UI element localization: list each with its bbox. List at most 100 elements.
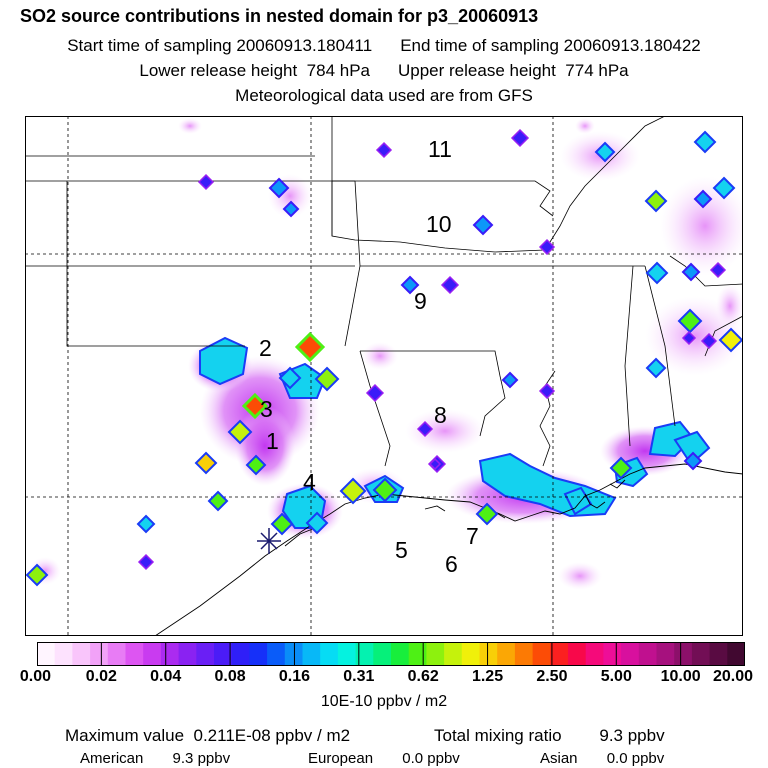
- european-label: European: [308, 750, 374, 767]
- color-scale-cell: [727, 642, 745, 666]
- color-scale-cell: [656, 642, 675, 666]
- color-scale-cell: [214, 642, 233, 666]
- color-scale-cell: [479, 642, 498, 666]
- color-scale-tick-label: 5.00: [600, 668, 632, 685]
- color-scale-tick-label: 1.25: [471, 668, 504, 685]
- total-mixing-label: Total mixing ratio: [434, 726, 562, 745]
- total-mixing-line: Total mixing ratio 9.3 ppbv: [434, 726, 665, 746]
- source-diamond: [440, 275, 460, 295]
- source-diamond: [305, 511, 329, 535]
- color-scale-cell: [674, 642, 693, 666]
- source-diamond: [375, 141, 393, 159]
- source-diamond: [700, 332, 718, 350]
- color-scale-units: 10E-10 ppbv / m2: [320, 693, 448, 710]
- chart-title: SO2 source contributions in nested domai…: [20, 6, 539, 26]
- lower-height-label: Lower release height: [139, 61, 298, 80]
- region-label-10: 10: [426, 211, 452, 237]
- color-scale-cell: [709, 642, 728, 666]
- start-time-label: Start time of sampling: [67, 36, 232, 55]
- region-label-1: 1: [266, 428, 279, 454]
- color-scale-cell: [72, 642, 91, 666]
- source-diamond: [137, 553, 155, 571]
- european-contribution: European 0.0 ppbv: [308, 750, 460, 767]
- color-scale-cell: [160, 642, 180, 666]
- source-diamond: [241, 392, 269, 420]
- color-scale-cell: [302, 642, 321, 666]
- asian-value: 0.0 ppbv: [606, 750, 665, 767]
- source-diamond: [365, 383, 385, 403]
- map-background: [25, 116, 743, 636]
- color-scale-cell: [391, 642, 410, 666]
- color-scale-bar: [37, 642, 745, 666]
- map-frame: [25, 116, 743, 636]
- color-scale-cell: [54, 642, 73, 666]
- source-diamond-max: [294, 331, 326, 363]
- american-contribution: American 9.3 ppbv: [80, 750, 230, 767]
- start-time-value: 20060913.180411: [236, 36, 373, 55]
- region-labels: 1 2 3 4 5 6 7 8 9 10 11: [259, 136, 479, 577]
- color-scale-cell: [107, 642, 126, 666]
- source-diamond: [609, 456, 633, 480]
- source-diamond: [683, 451, 703, 471]
- color-scale-tick-label: 10.00: [660, 668, 701, 685]
- color-scale-cell: [638, 642, 657, 666]
- source-diamond: [712, 176, 736, 200]
- source-diamond: [207, 490, 229, 512]
- end-time-label: End time of sampling: [400, 36, 559, 55]
- region-label-11: 11: [428, 136, 452, 162]
- color-scale-cell: [444, 642, 463, 666]
- total-mixing-value: 9.3 ppbv: [599, 726, 665, 745]
- color-scale-cell: [249, 642, 268, 666]
- color-scale-tick-label: 0.00: [19, 668, 52, 685]
- color-scale-cell: [603, 642, 622, 666]
- max-value: 0.211E-08 ppbv / m2: [193, 726, 351, 745]
- source-diamond: [416, 420, 434, 438]
- source-diamond: [282, 200, 300, 218]
- region-label-3: 3: [260, 396, 273, 422]
- color-scale-cell: [178, 642, 197, 666]
- region-label-6: 6: [445, 551, 458, 577]
- color-scale-cell: [497, 642, 516, 666]
- source-diamond: [538, 382, 556, 400]
- region-label-7: 7: [466, 523, 479, 549]
- source-diamond: [400, 275, 420, 295]
- lower-height-value: 784 hPa: [306, 61, 370, 80]
- source-diamond: [339, 477, 367, 505]
- source-diamond: [227, 419, 253, 445]
- state-boundaries: [25, 116, 743, 467]
- source-diamond: [510, 128, 530, 148]
- source-diamond: [270, 512, 294, 536]
- source-diamond: [314, 366, 340, 392]
- source-diamond: [693, 189, 713, 209]
- color-scale-cell: [426, 642, 445, 666]
- source-diamond: [645, 357, 667, 379]
- sampling-time-line: Start time of sampling 20060913.180411 En…: [0, 36, 768, 56]
- color-scale-cell: [267, 642, 286, 666]
- source-diamond: [25, 563, 49, 587]
- color-scale-cell: [621, 642, 640, 666]
- region-label-4: 4: [303, 469, 316, 495]
- color-scale-cell: [514, 642, 534, 666]
- region-label-5: 5: [395, 537, 408, 563]
- color-scale-cell: [585, 642, 604, 666]
- source-diamond: [428, 457, 442, 471]
- european-value: 0.0 ppbv: [402, 750, 460, 767]
- color-scale-cell: [355, 642, 374, 666]
- source-diamond: [472, 214, 494, 236]
- color-scale-cell: [337, 642, 357, 666]
- color-scale-tick-label: 0.62: [407, 668, 439, 685]
- source-diamond: [718, 327, 743, 353]
- lat-lon-grid: [25, 116, 743, 636]
- american-value: 9.3 ppbv: [172, 750, 231, 767]
- color-scale-cell: [231, 642, 250, 666]
- max-value-label: Maximum value: [65, 726, 185, 745]
- source-diamond: [268, 177, 290, 199]
- color-scale-cell: [196, 642, 215, 666]
- color-scale-tick-labels: 0.00 0.02 0.04 0.08 0.16 0.31 0.62 1.25 2.50 5.00…: [0, 668, 768, 688]
- color-scale-tick-label: 0.08: [214, 668, 246, 685]
- source-diamond: [709, 261, 727, 279]
- color-scale-cell: [90, 642, 109, 666]
- color-scale-cell: [37, 642, 56, 666]
- color-scale-cell: [408, 642, 427, 666]
- region-label-2: 2: [259, 335, 272, 361]
